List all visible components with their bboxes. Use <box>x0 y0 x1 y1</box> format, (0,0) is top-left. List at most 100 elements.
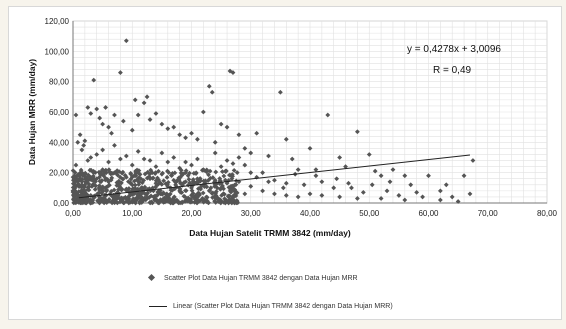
scatter-point <box>123 195 128 201</box>
scatter-point <box>170 199 175 204</box>
scatter-point <box>221 199 227 205</box>
scatter-point <box>82 170 88 176</box>
y-tick-label: 120,00 <box>45 17 70 26</box>
scatter-point <box>92 186 98 192</box>
scatter-point <box>470 158 476 163</box>
scatter-point <box>106 179 111 185</box>
scatter-point <box>115 182 121 188</box>
scatter-point <box>349 185 354 191</box>
scatter-point <box>100 199 106 205</box>
scatter-point <box>165 199 171 204</box>
scatter-point <box>177 165 183 171</box>
scatter-point <box>224 124 230 130</box>
scatter-point <box>98 186 104 192</box>
scatter-point <box>101 195 107 201</box>
scatter-point <box>200 190 206 196</box>
scatter-point <box>85 172 91 178</box>
scatter-point <box>101 171 107 177</box>
scatter-point <box>455 199 461 204</box>
scatter-point <box>100 121 106 127</box>
scatter-point <box>203 178 208 184</box>
x-tick-label: 60,00 <box>418 209 439 218</box>
scatter-point <box>161 178 167 184</box>
scatter-point <box>195 136 200 142</box>
scatter-point <box>195 156 200 162</box>
scatter-point <box>183 168 189 174</box>
scatter-point <box>194 200 200 206</box>
scatter-point <box>233 193 239 199</box>
scatter-point <box>95 198 100 204</box>
scatter-point <box>242 146 248 151</box>
scatter-point <box>213 169 219 175</box>
scatter-point <box>111 196 117 202</box>
scatter-point <box>426 173 431 179</box>
scatter-point <box>179 199 185 205</box>
scatter-point <box>93 183 99 189</box>
scatter-point <box>126 179 131 185</box>
scatter-point <box>355 129 360 135</box>
scatter-point <box>120 118 126 124</box>
scatter-point <box>248 170 254 176</box>
scatter-point <box>97 200 102 206</box>
scatter-point <box>148 167 154 173</box>
scatter-point <box>165 180 171 185</box>
scatter-point <box>260 170 265 176</box>
scatter-point <box>197 198 202 204</box>
scatter-point <box>70 168 76 174</box>
scatter-point <box>221 173 227 179</box>
scatter-point <box>128 199 134 205</box>
scatter-point <box>220 169 225 174</box>
scatter-point <box>189 130 194 136</box>
scatter-point <box>231 167 237 173</box>
scatter-point <box>132 97 138 103</box>
scatter-point <box>103 167 109 173</box>
scatter-point <box>111 187 117 193</box>
scatter-point <box>230 193 236 199</box>
scatter-point <box>119 195 125 201</box>
scatter-point <box>165 168 170 174</box>
scatter-point <box>202 197 207 203</box>
scatter-point <box>372 168 378 174</box>
scatter-point <box>126 194 132 199</box>
scatter-point <box>176 176 181 182</box>
scatter-point <box>159 150 165 156</box>
scatter-point <box>266 153 271 159</box>
scatter-point <box>222 196 228 202</box>
scatter-point <box>355 196 360 201</box>
scatter-point <box>195 176 200 182</box>
scatter-point <box>82 138 88 144</box>
scatter-point <box>141 156 147 162</box>
scatter-point <box>190 190 196 196</box>
scatter-point <box>113 199 119 204</box>
scatter-point <box>117 174 123 180</box>
scatter-point <box>104 200 110 205</box>
scatter-point <box>223 168 228 174</box>
y-tick-label: 20,00 <box>49 169 70 178</box>
scatter-point <box>70 185 76 190</box>
scatter-point <box>272 177 277 183</box>
scatter-point <box>92 179 98 185</box>
scatter-point <box>161 198 167 204</box>
scatter-point <box>254 130 260 136</box>
scatter-point <box>307 146 313 151</box>
scatter-point <box>378 196 384 201</box>
scatter-point <box>183 159 188 165</box>
scatter-point <box>168 172 174 178</box>
scatter-point <box>85 196 91 202</box>
scatter-point <box>133 187 139 193</box>
scatter-point <box>201 199 207 205</box>
scatter-point <box>119 170 125 176</box>
scatter-point <box>289 156 295 162</box>
scatter-point <box>277 89 283 95</box>
scatter-point <box>112 142 117 148</box>
scatter-point <box>387 179 393 185</box>
scatter-point <box>76 183 81 189</box>
scatter-point <box>396 193 402 198</box>
scatter-point <box>147 158 153 163</box>
scatter-point <box>142 171 148 177</box>
scatter-point <box>218 121 224 127</box>
scatter-point <box>301 182 307 188</box>
scatter-point <box>147 117 153 122</box>
scatter-point <box>135 149 141 154</box>
scatter-point <box>224 158 230 163</box>
